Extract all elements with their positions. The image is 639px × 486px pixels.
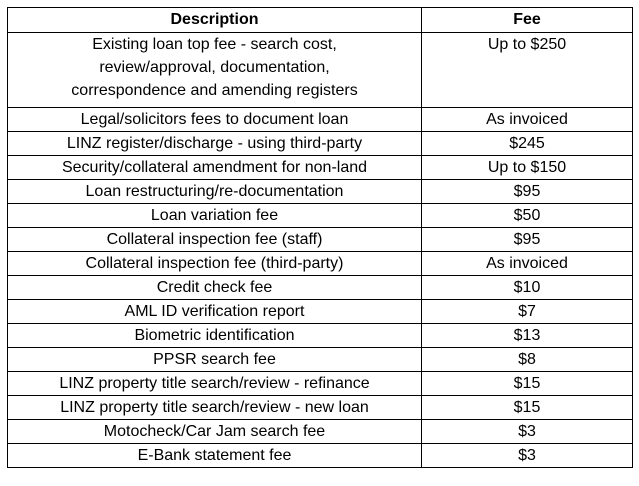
fee-cell: As invoiced	[421, 251, 633, 276]
column-header-fee: Fee	[421, 7, 633, 33]
table-row: PPSR search fee $8	[7, 347, 633, 372]
fee-cell: $7	[421, 299, 633, 324]
table-row: LINZ property title search/review - refi…	[7, 371, 633, 396]
description-cell: Collateral inspection fee (staff)	[7, 227, 422, 252]
description-line: correspondence and amending registers	[71, 82, 358, 99]
description-cell: Biometric identification	[7, 323, 422, 348]
table-row: Credit check fee $10	[7, 275, 633, 300]
fee-cell: $50	[421, 203, 633, 228]
table-row: E-Bank statement fee $3	[7, 443, 633, 468]
description-cell: AML ID verification report	[7, 299, 422, 324]
fee-cell: As invoiced	[421, 107, 633, 132]
description-cell: Collateral inspection fee (third-party)	[7, 251, 422, 276]
table-row: Existing loan top fee - search cost, rev…	[7, 32, 633, 108]
fee-cell: $15	[421, 395, 633, 420]
description-cell: PPSR search fee	[7, 347, 422, 372]
description-line: Existing loan top fee - search cost,	[92, 36, 337, 53]
description-cell: Motocheck/Car Jam search fee	[7, 419, 422, 444]
description-cell: LINZ register/discharge - using third-pa…	[7, 131, 422, 156]
description-cell: LINZ property title search/review - new …	[7, 395, 422, 420]
fee-cell: $3	[421, 419, 633, 444]
description-cell: Security/collateral amendment for non-la…	[7, 155, 422, 180]
fee-cell: $95	[421, 179, 633, 204]
description-cell: Loan variation fee	[7, 203, 422, 228]
table-row: Security/collateral amendment for non-la…	[7, 155, 633, 180]
fee-cell: $8	[421, 347, 633, 372]
fee-cell: $10	[421, 275, 633, 300]
table-row: Loan restructuring/re-documentation $95	[7, 179, 633, 204]
description-cell: LINZ property title search/review - refi…	[7, 371, 422, 396]
description-cell: Loan restructuring/re-documentation	[7, 179, 422, 204]
description-cell: E-Bank statement fee	[7, 443, 422, 468]
table-row: Loan variation fee $50	[7, 203, 633, 228]
fee-cell: Up to $150	[421, 155, 633, 180]
fee-cell: $13	[421, 323, 633, 348]
description-cell: Legal/solicitors fees to document loan	[7, 107, 422, 132]
table-row: Legal/solicitors fees to document loan A…	[7, 107, 633, 132]
fee-cell: Up to $250	[421, 32, 633, 108]
description-line: review/approval, documentation,	[99, 59, 330, 76]
description-cell: Existing loan top fee - search cost, rev…	[7, 32, 422, 108]
table-row: LINZ register/discharge - using third-pa…	[7, 131, 633, 156]
table-row: LINZ property title search/review - new …	[7, 395, 633, 420]
table-header-row: Description Fee	[7, 7, 633, 33]
fee-cell: $245	[421, 131, 633, 156]
fee-cell: $15	[421, 371, 633, 396]
table-row: AML ID verification report $7	[7, 299, 633, 324]
column-header-description: Description	[7, 7, 422, 33]
table-row: Collateral inspection fee (staff) $95	[7, 227, 633, 252]
table-row: Motocheck/Car Jam search fee $3	[7, 419, 633, 444]
fee-cell: $95	[421, 227, 633, 252]
table-row: Collateral inspection fee (third-party) …	[7, 251, 633, 276]
fee-cell: $3	[421, 443, 633, 468]
fee-table: Description Fee Existing loan top fee - …	[7, 7, 633, 468]
description-cell: Credit check fee	[7, 275, 422, 300]
table-row: Biometric identification $13	[7, 323, 633, 348]
